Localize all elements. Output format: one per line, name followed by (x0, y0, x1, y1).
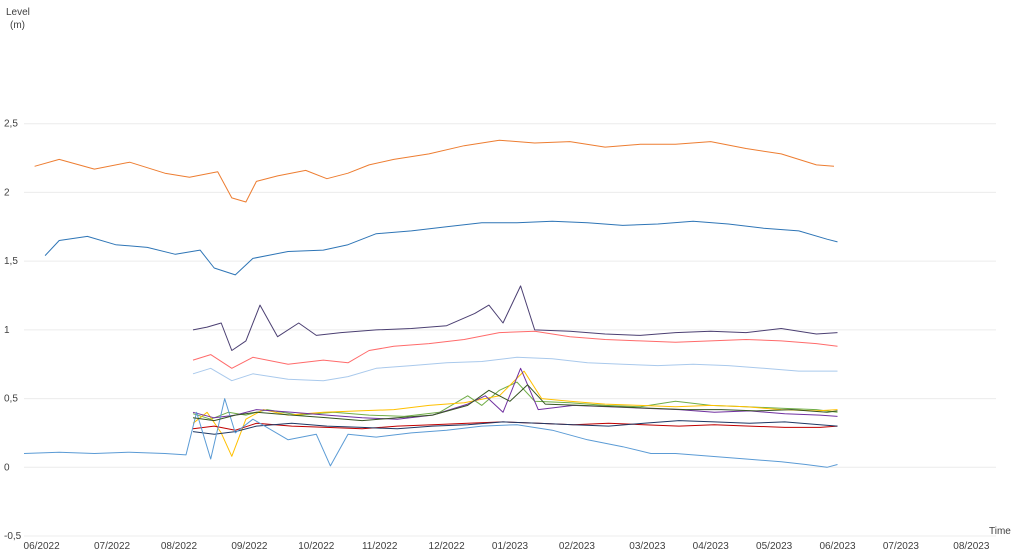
y-tick-label: -0,5 (4, 531, 22, 542)
y-tick-label: 0,5 (4, 394, 18, 405)
y-tick-label: 1 (4, 325, 10, 336)
x-axis-title: Time (989, 526, 1011, 537)
series-line-3 (192, 285, 838, 351)
x-tick-label: 08/2023 (953, 541, 990, 552)
x-tick-label: 04/2023 (693, 541, 730, 552)
x-tick-label: 08/2022 (161, 541, 198, 552)
x-tick-label: 07/2023 (883, 541, 920, 552)
x-tick-label: 11/2022 (362, 541, 398, 552)
x-tick-label: 06/2023 (819, 541, 856, 552)
x-tick-label: 12/2022 (429, 541, 466, 552)
x-tick-label: 05/2023 (756, 541, 793, 552)
series-line-11 (23, 398, 838, 468)
x-tick-label: 01/2023 (492, 541, 529, 552)
y-tick-label: 2 (4, 187, 10, 198)
series-line-7 (192, 370, 838, 457)
series-line-5 (192, 356, 838, 382)
y-axis-title-line1: Level (6, 7, 30, 18)
series-group (23, 139, 838, 468)
y-axis-title-line2: (m) (10, 20, 25, 31)
series-line-12 (192, 384, 838, 422)
x-tick-label: 09/2022 (231, 541, 268, 552)
y-tick-labels: 2,5 2 1,5 1 0,5 0 -0,5 (4, 119, 22, 542)
x-tick-label: 07/2022 (94, 541, 131, 552)
series-line-10 (192, 420, 838, 435)
y-tick-label: 0 (4, 462, 10, 473)
x-tick-labels: 06/2022 07/2022 08/2022 09/2022 10/2022 11/20… (24, 541, 990, 552)
gridlines (24, 123, 996, 537)
series-line-8 (192, 367, 838, 420)
x-tick-label: 10/2022 (298, 541, 335, 552)
y-tick-label: 1,5 (4, 256, 18, 267)
series-line-1 (34, 139, 835, 203)
series-line-6 (192, 381, 838, 420)
series-line-4 (192, 330, 838, 369)
x-tick-label: 06/2022 (24, 541, 61, 552)
y-tick-label: 2,5 (4, 119, 18, 130)
x-tick-label: 02/2023 (559, 541, 596, 552)
series-line-2 (44, 220, 838, 276)
x-tick-label: 03/2023 (629, 541, 666, 552)
